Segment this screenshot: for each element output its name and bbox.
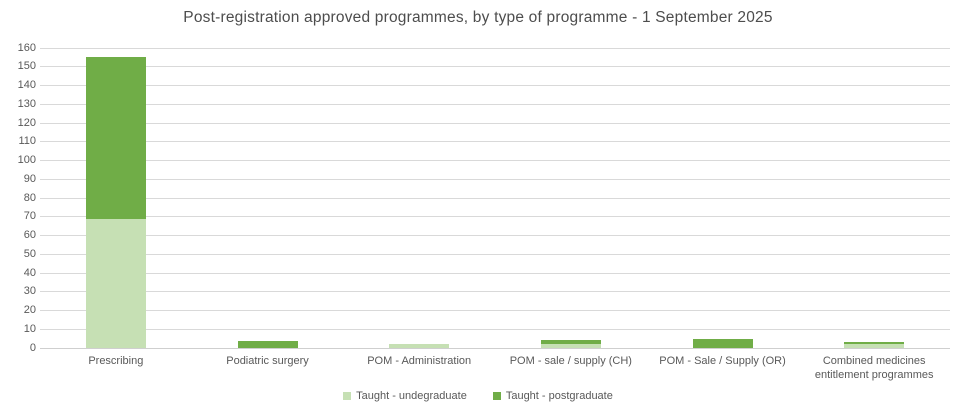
legend-swatch-icon: [343, 392, 352, 400]
gridline: [40, 66, 950, 68]
gridline: [40, 310, 950, 311]
gridline: [40, 235, 950, 236]
x-tick-label: Prescribing: [88, 355, 144, 367]
legend-label: Taught - postgraduate: [505, 390, 613, 402]
legend-item-postgraduate: Taught - postgraduate: [492, 390, 613, 402]
gridline: [40, 47, 950, 49]
bar-segment-postgraduate: [844, 342, 905, 345]
bar-stack-pom-sale-supply-or: [692, 338, 753, 348]
bar-segment-undergraduate: [540, 344, 601, 348]
bar-stack-pom-administration: [389, 344, 450, 348]
x-axis-line: [40, 347, 950, 349]
gridline: [40, 141, 950, 143]
x-axis: Prescribing Podiatric surgery POM - Admini…: [40, 355, 950, 382]
bar-segment-postgraduate: [237, 340, 298, 348]
bar-segment-postgraduate: [85, 57, 146, 219]
y-tick-label: 10: [23, 322, 36, 335]
bar-slot: [192, 48, 344, 348]
x-tick-label: Podiatric surgery: [226, 355, 309, 367]
y-tick-label: 60: [23, 229, 36, 241]
bar-slot: [495, 48, 647, 348]
gridline: [40, 178, 950, 180]
y-axis: 160 150 140 130 120 110 100 90 80 70 60 50 40 30 20 10 0: [0, 42, 36, 354]
bar-segment-undergraduate: [85, 218, 146, 348]
y-tick-label: 70: [23, 210, 36, 223]
bar-slot: [798, 48, 950, 348]
gridline: [40, 103, 950, 105]
y-tick-label: 110: [18, 135, 36, 148]
y-tick-label: 80: [23, 191, 36, 204]
y-tick-label: 120: [17, 116, 36, 129]
bar-stack-prescribing: [85, 57, 146, 348]
legend-swatch-icon: [492, 392, 501, 400]
bar-slots: [40, 48, 950, 348]
y-tick-label: 140: [17, 79, 36, 91]
gridline: [40, 216, 950, 218]
gridline: [40, 85, 950, 86]
gridline: [40, 160, 950, 161]
y-tick-label: 40: [23, 266, 36, 279]
y-tick-label: 160: [17, 41, 36, 54]
gridline: [40, 328, 950, 330]
bar-slot: [343, 48, 495, 348]
gridline: [40, 291, 950, 293]
gridline: [40, 122, 950, 124]
y-tick-label: 130: [17, 97, 36, 110]
gridline: [40, 197, 950, 199]
bar-slot: [40, 48, 192, 348]
bar-slot: [647, 48, 799, 348]
bar-stack-podiatric-surgery: [237, 340, 298, 348]
x-tick-label: POM - Sale / Supply (OR): [659, 355, 786, 367]
y-tick-label: 20: [23, 304, 36, 316]
legend-label: Taught - undegraduate: [356, 390, 467, 402]
x-tick-label: Combined medicines entitlement programme…: [814, 355, 934, 381]
y-tick-label: 30: [23, 285, 36, 298]
bar-segment-undergraduate: [389, 344, 450, 348]
chart-title: Post-registration approved programmes, b…: [183, 9, 773, 26]
bar-segment-postgraduate: [692, 338, 753, 348]
gridline: [40, 272, 950, 274]
y-tick-label: 100: [17, 154, 36, 166]
legend-item-undergraduate: Taught - undegraduate: [343, 390, 467, 402]
bar-segment-postgraduate: [540, 340, 601, 345]
bar-segment-undergraduate: [844, 344, 905, 348]
bar-stack-pom-sale-supply-ch: [540, 340, 601, 348]
y-tick-label: 90: [23, 172, 36, 185]
plot-area: [40, 47, 950, 349]
y-tick-label: 0: [29, 341, 36, 354]
bar-stack-combined-medicines-entitlement-programmes: [844, 342, 905, 348]
legend: Taught - undegraduate Taught - postgradua…: [0, 390, 956, 402]
y-tick-label: 150: [17, 60, 36, 73]
x-tick-label: POM - Administration: [367, 355, 472, 367]
x-tick-label: POM - sale / supply (CH): [509, 355, 632, 367]
gridline: [40, 253, 950, 255]
y-tick-label: 50: [23, 247, 36, 260]
